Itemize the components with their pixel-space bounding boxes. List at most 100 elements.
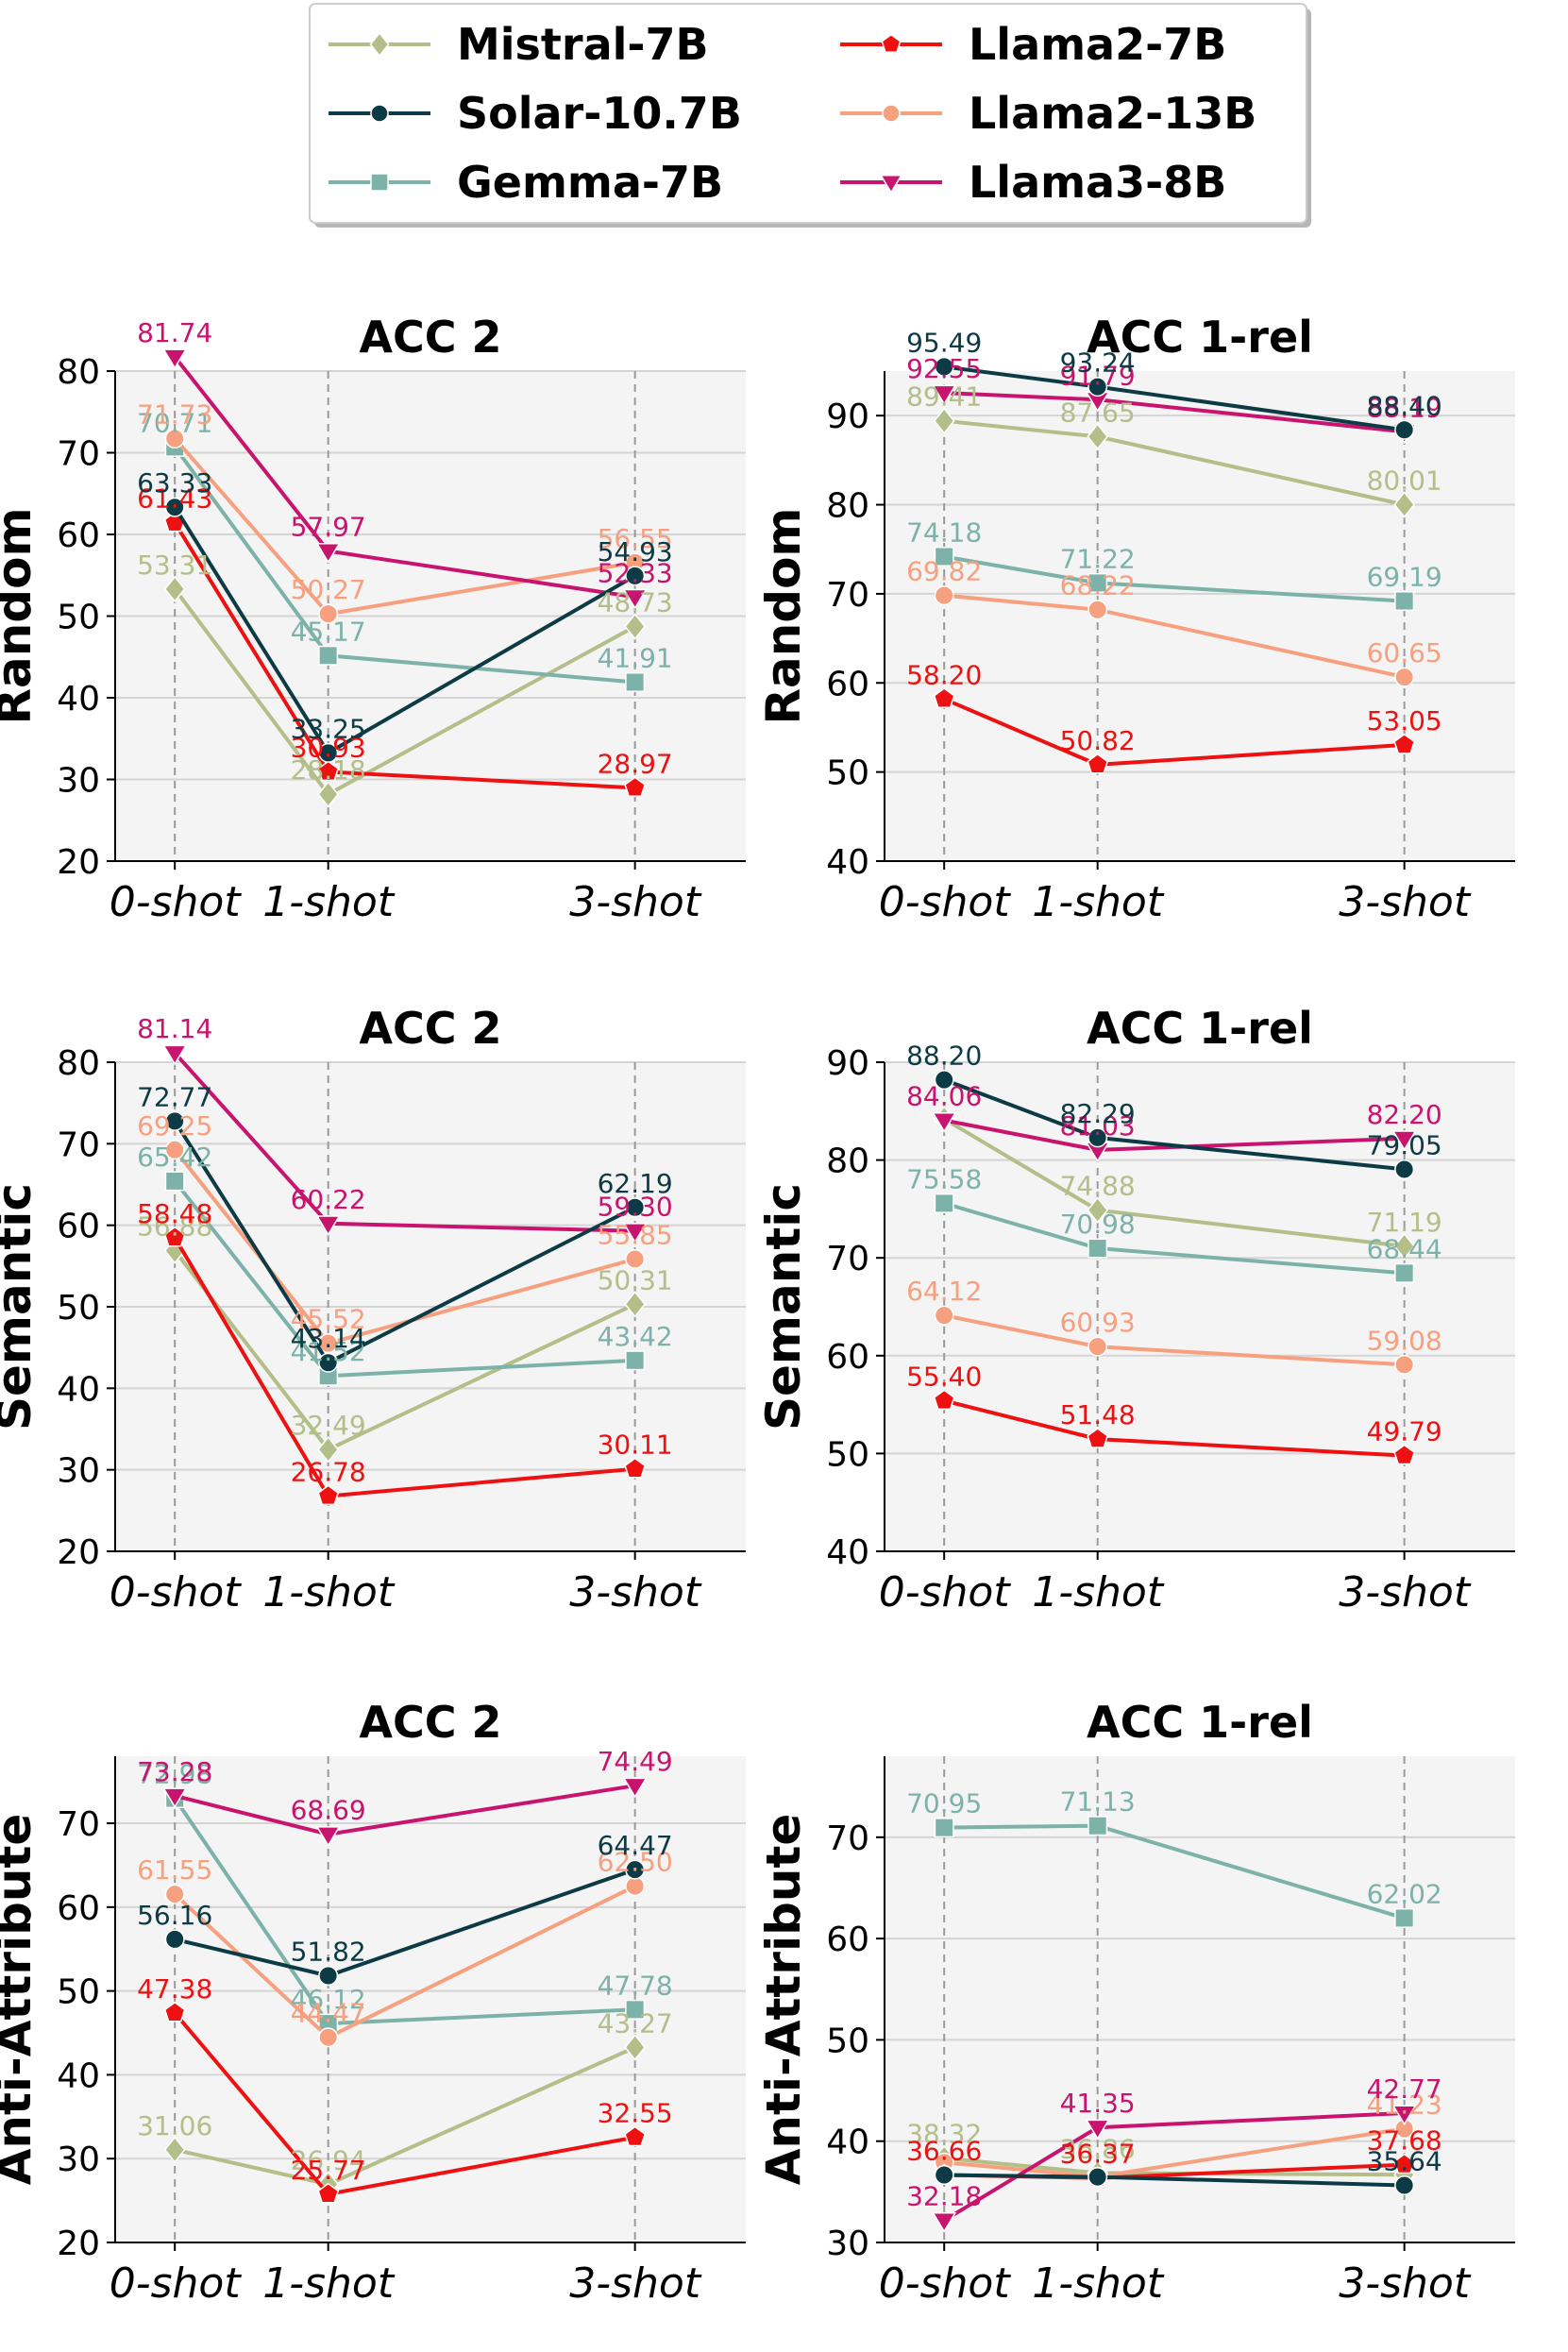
- series-llama2-7b: [163, 2001, 647, 2204]
- data-label: 30.93: [291, 732, 366, 763]
- data-label: 70.95: [906, 1788, 982, 1819]
- data-point: [1394, 1262, 1415, 1283]
- series-gemma-7b: [934, 1816, 1415, 1928]
- x-tick-label: 1-shot: [262, 2259, 396, 2308]
- series-solar-10-7b: [164, 1859, 646, 1986]
- data-point: [1393, 1232, 1416, 1261]
- data-point: [318, 645, 339, 666]
- data-label: 48.73: [598, 586, 673, 618]
- data-label: 69.19: [1367, 562, 1442, 593]
- x-tick-label: 3-shot: [1339, 2259, 1472, 2308]
- y-tick-label: 40: [57, 680, 100, 719]
- data-point: [1394, 1907, 1415, 1928]
- data-label: 71.22: [1060, 543, 1136, 574]
- data-label: 75.58: [906, 1163, 982, 1194]
- data-label: 80.01: [1367, 465, 1442, 496]
- data-point: [1394, 419, 1415, 440]
- y-tick-label: 70: [57, 1805, 100, 1844]
- data-point: [164, 429, 185, 449]
- data-point: [934, 1193, 954, 1213]
- data-label: 56.16: [137, 1900, 212, 1931]
- series-llama3-8b: [932, 2105, 1417, 2233]
- y-tick-label: 80: [57, 353, 100, 392]
- x-tick-label: 3-shot: [569, 1568, 702, 1616]
- series-solar-10-7b: [934, 356, 1415, 440]
- data-point: [1394, 667, 1415, 687]
- legend-swatch-marker: [370, 173, 389, 192]
- panel-title: ACC 1-rel: [1087, 1697, 1313, 1748]
- data-point: [315, 1826, 341, 1847]
- data-label: 57.97: [291, 512, 366, 543]
- data-label: 56.88: [137, 1211, 212, 1243]
- data-point: [624, 2125, 647, 2147]
- y-tick-label: 70: [57, 1125, 100, 1164]
- data-point: [934, 356, 954, 377]
- data-point: [622, 588, 648, 610]
- legend: Mistral-7B Solar-10.7B Gemma-7B Llama2-7B Ll…: [309, 3, 1311, 228]
- x-tick-label: 1-shot: [1032, 878, 1165, 926]
- data-point: [318, 1965, 339, 1986]
- x-tick-label: 1-shot: [262, 1568, 396, 1616]
- data-point: [1391, 1130, 1417, 1151]
- data-point: [317, 781, 340, 808]
- data-point: [1087, 572, 1108, 593]
- data-point: [1393, 2153, 1416, 2174]
- x-tick-label: 0-shot: [110, 2259, 243, 2308]
- data-label: 43.14: [291, 1323, 366, 1354]
- data-label: 61.55: [137, 1854, 212, 1886]
- data-point: [317, 760, 340, 782]
- data-label: 68.44: [1367, 1233, 1442, 1264]
- data-point: [1087, 1196, 1109, 1224]
- data-point: [162, 1044, 188, 1066]
- data-point: [932, 2212, 957, 2233]
- y-tick-label: 40: [57, 2056, 100, 2095]
- data-label: 55.40: [906, 1361, 982, 1392]
- data-point: [318, 1333, 339, 1354]
- chart-panel-semantic-acc2: 20 30 40 50 60 70 80 0-shot 1-shot 3-shot ACC 2 Sem…: [0, 1003, 746, 1616]
- data-point: [625, 1248, 646, 1269]
- data-point: [1087, 1238, 1108, 1259]
- data-label: 51.48: [1060, 1399, 1136, 1430]
- data-label: 36.37: [1060, 2139, 1136, 2170]
- data-label: 60.93: [1060, 1307, 1136, 1338]
- y-tick-label: 60: [826, 1921, 869, 1959]
- row-label: Semantic: [0, 1183, 42, 1430]
- data-point: [1087, 377, 1108, 398]
- data-label: 25.77: [291, 2155, 366, 2186]
- row-label: Anti-Attribute: [0, 1814, 42, 2186]
- legend-label: Solar-10.7B: [457, 88, 742, 139]
- data-point: [163, 575, 186, 603]
- data-point: [1087, 753, 1109, 774]
- data-label: 58.20: [906, 659, 982, 690]
- data-point: [163, 1226, 186, 1247]
- data-label: 93.24: [1060, 347, 1136, 379]
- data-point: [1394, 591, 1415, 612]
- data-label: 54.93: [598, 536, 673, 567]
- data-label: 64.12: [906, 1276, 982, 1307]
- series-llama2-13b: [164, 1876, 646, 2048]
- data-label: 61.43: [137, 483, 212, 515]
- series-solar-10-7b: [164, 1110, 646, 1373]
- data-label: 49.79: [1367, 1416, 1442, 1447]
- y-tick-label: 30: [826, 2225, 869, 2263]
- data-label: 91.79: [1060, 360, 1136, 391]
- data-label: 58.48: [137, 1198, 212, 1229]
- y-tick-label: 80: [826, 1142, 869, 1181]
- data-label: 88.20: [906, 1041, 982, 1072]
- legend-label: Llama2-13B: [969, 88, 1256, 139]
- data-label: 60.65: [1367, 637, 1442, 668]
- series-llama3-8b: [162, 1777, 648, 1847]
- y-tick-label: 70: [826, 576, 869, 615]
- data-label: 69.82: [906, 556, 982, 587]
- x-tick-label: 0-shot: [879, 2259, 1012, 2308]
- data-label: 69.25: [137, 1110, 212, 1142]
- data-label: 62.50: [598, 1847, 673, 1878]
- series-llama3-8b: [162, 348, 648, 610]
- data-label: 84.06: [906, 1081, 982, 1112]
- series-mistral-7b: [163, 1237, 647, 1464]
- data-label: 26.94: [291, 2144, 366, 2175]
- data-point: [1085, 2119, 1110, 2140]
- data-label: 89.41: [906, 381, 982, 413]
- plot-background: [885, 1062, 1515, 1551]
- panel-title: ACC 1-rel: [1087, 312, 1313, 363]
